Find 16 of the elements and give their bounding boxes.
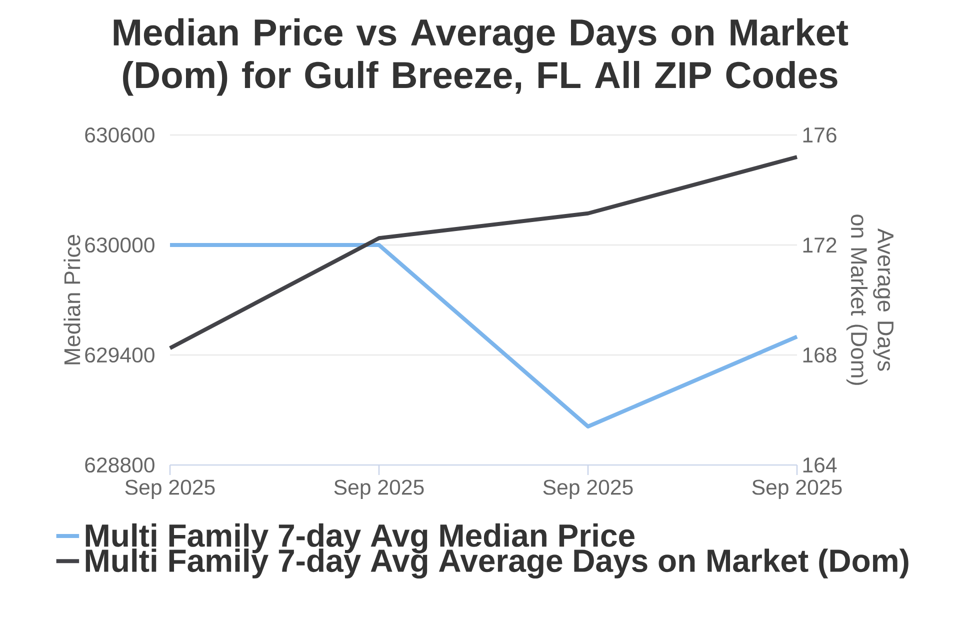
x-tick-label: Sep 2025 bbox=[543, 480, 633, 500]
y2-tick-label: 176 bbox=[803, 127, 836, 143]
y-tick-label: 629400 bbox=[85, 347, 154, 363]
y-tick-label: 630600 bbox=[85, 127, 154, 143]
x-tick-label: Sep 2025 bbox=[334, 480, 424, 500]
chart-title: Median Price vs Average Days on Market (Dom) for Gulf Breeze, FL All ZIP Codes bbox=[114, 18, 848, 96]
y-tick-label: 630000 bbox=[85, 237, 154, 253]
line-series bbox=[168, 154, 799, 350]
y2-axis-title: Average Days on Market (Dom) bbox=[846, 214, 894, 385]
y2-tick-label: 164 bbox=[803, 457, 837, 473]
y-tick-label: 628800 bbox=[85, 457, 154, 473]
x-tick-label: Sep 2025 bbox=[752, 480, 842, 500]
y2-tick-label: 168 bbox=[803, 347, 836, 363]
y-axis-title: Median Price bbox=[64, 234, 80, 364]
y2-tick-label: 172 bbox=[803, 238, 836, 252]
x-tick-label: Sep 2025 bbox=[125, 480, 215, 500]
